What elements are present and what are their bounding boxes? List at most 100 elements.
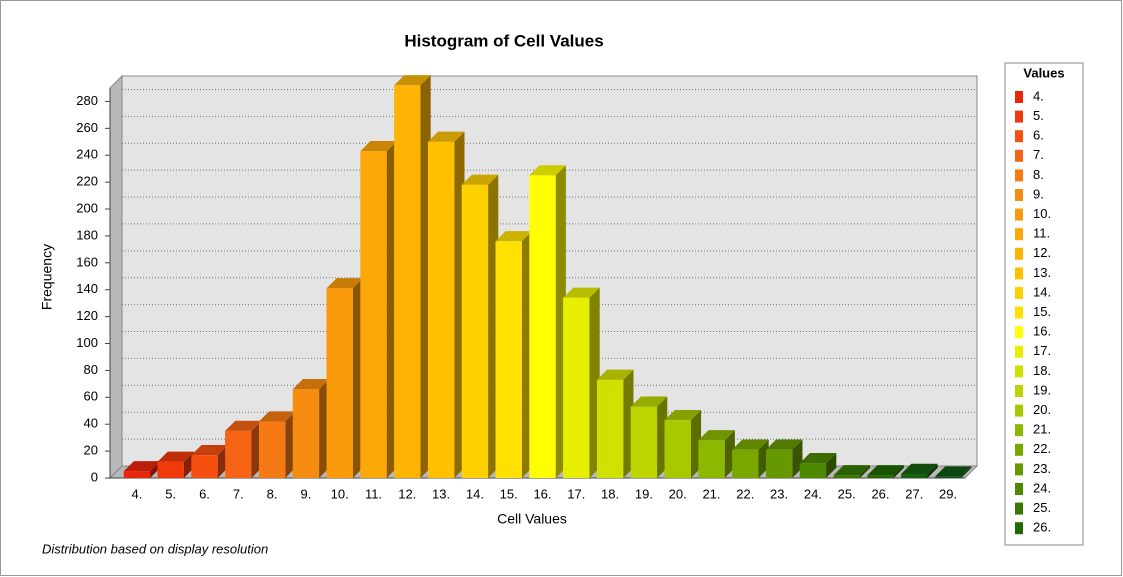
x-tick-label: 8. [267, 486, 278, 501]
bar [225, 430, 252, 478]
legend-swatch [1015, 424, 1023, 437]
bar [529, 175, 556, 478]
bar-top [258, 411, 296, 422]
bar [394, 85, 421, 478]
legend-title: Values [1023, 65, 1064, 80]
bar [123, 471, 151, 478]
bar [191, 455, 218, 478]
x-tick-label: 5. [165, 486, 176, 501]
x-tick-label: 27. [905, 486, 923, 501]
bar [326, 288, 353, 478]
legend-swatch [1015, 345, 1023, 358]
y-tick-label: 60 [84, 389, 98, 404]
legend-swatch [1015, 483, 1023, 495]
bar-top [292, 379, 330, 390]
legend-swatch [1015, 522, 1023, 535]
y-tick-label: 0 [91, 469, 98, 484]
bar [461, 184, 489, 479]
legend-label: 4. [1033, 88, 1044, 103]
legend-label: 9. [1033, 186, 1044, 201]
legend-label: 21. [1033, 422, 1051, 437]
legend-swatch [1015, 306, 1023, 319]
legend-swatch [1015, 208, 1023, 221]
bar [563, 297, 590, 478]
chart-title: Histogram of Cell Values [404, 31, 603, 50]
x-tick-label: 14. [466, 486, 484, 501]
y-tick-label: 200 [76, 200, 98, 215]
bar-side [961, 466, 972, 478]
x-tick-label: 11. [365, 486, 382, 501]
bar-top [596, 369, 634, 380]
bar-top [123, 461, 161, 472]
bar [596, 379, 624, 478]
bar [292, 389, 320, 478]
legend-label: 26. [1033, 520, 1051, 535]
subtitle: Distribution based on display resolution [42, 541, 268, 556]
bar [867, 475, 894, 478]
legend-swatch [1015, 326, 1023, 339]
bar-side [826, 453, 837, 478]
x-tick-label: 9. [300, 486, 311, 501]
bar-top [394, 75, 431, 86]
bar-top [326, 278, 364, 289]
legend-label: 19. [1033, 382, 1051, 397]
x-tick-label: 17. [567, 486, 585, 501]
bar [157, 461, 184, 478]
legend-label: 23. [1033, 461, 1051, 476]
x-tick-label: 18. [601, 486, 619, 501]
y-tick-label: 180 [76, 227, 98, 242]
legend-swatch [1015, 287, 1023, 299]
y-tick-label: 220 [76, 174, 98, 189]
bar-top [529, 165, 566, 176]
bar-top [698, 430, 735, 441]
bar-top [360, 141, 397, 152]
x-tick-label: 23. [770, 486, 788, 501]
legend-label: 11. [1033, 226, 1050, 241]
legend-label: 7. [1033, 147, 1044, 162]
legend-swatch [1015, 169, 1023, 182]
bar [833, 475, 860, 478]
legend-label: 16. [1033, 324, 1051, 339]
y-axis-label: Frequency [39, 244, 55, 310]
x-tick-label: 19. [635, 486, 653, 501]
x-tick-label: 25. [838, 486, 856, 501]
bar [698, 440, 725, 478]
y-tick-label: 20 [84, 443, 98, 458]
legend-swatch [1015, 385, 1023, 397]
bar-top [157, 451, 195, 462]
bar-side [927, 463, 938, 478]
bar [799, 463, 827, 478]
legend-swatch [1015, 365, 1023, 378]
bar-top [630, 396, 668, 407]
legend-label: 25. [1033, 500, 1051, 515]
legend-swatch [1015, 110, 1023, 123]
y-tick-label: 80 [84, 362, 98, 377]
bar [901, 473, 928, 478]
bar-top [934, 466, 972, 477]
legend-label: 17. [1033, 343, 1051, 358]
legend-swatch [1015, 130, 1023, 143]
bar-top [867, 465, 904, 476]
y-tick-label: 280 [76, 93, 98, 108]
legend-label: 14. [1033, 284, 1051, 299]
bar [258, 421, 286, 478]
bar [360, 151, 387, 478]
legend-label: 15. [1033, 304, 1051, 319]
legend-label: 13. [1033, 265, 1051, 280]
x-tick-label: 29. [939, 486, 957, 501]
legend-label: 22. [1033, 441, 1051, 456]
bar-side [859, 465, 871, 478]
x-tick-label: 20. [669, 486, 687, 501]
bar-top [833, 465, 871, 476]
legend-swatch [1015, 404, 1023, 417]
legend-label: 6. [1033, 128, 1044, 143]
y-tick-label: 40 [84, 416, 98, 431]
x-tick-label: 16. [533, 486, 551, 501]
legend-swatch [1015, 443, 1023, 456]
legend-label: 8. [1033, 167, 1044, 182]
bar-side [893, 465, 904, 478]
legend-label: 10. [1033, 206, 1051, 221]
bar-top [225, 420, 262, 431]
legend-label: 5. [1033, 108, 1044, 123]
